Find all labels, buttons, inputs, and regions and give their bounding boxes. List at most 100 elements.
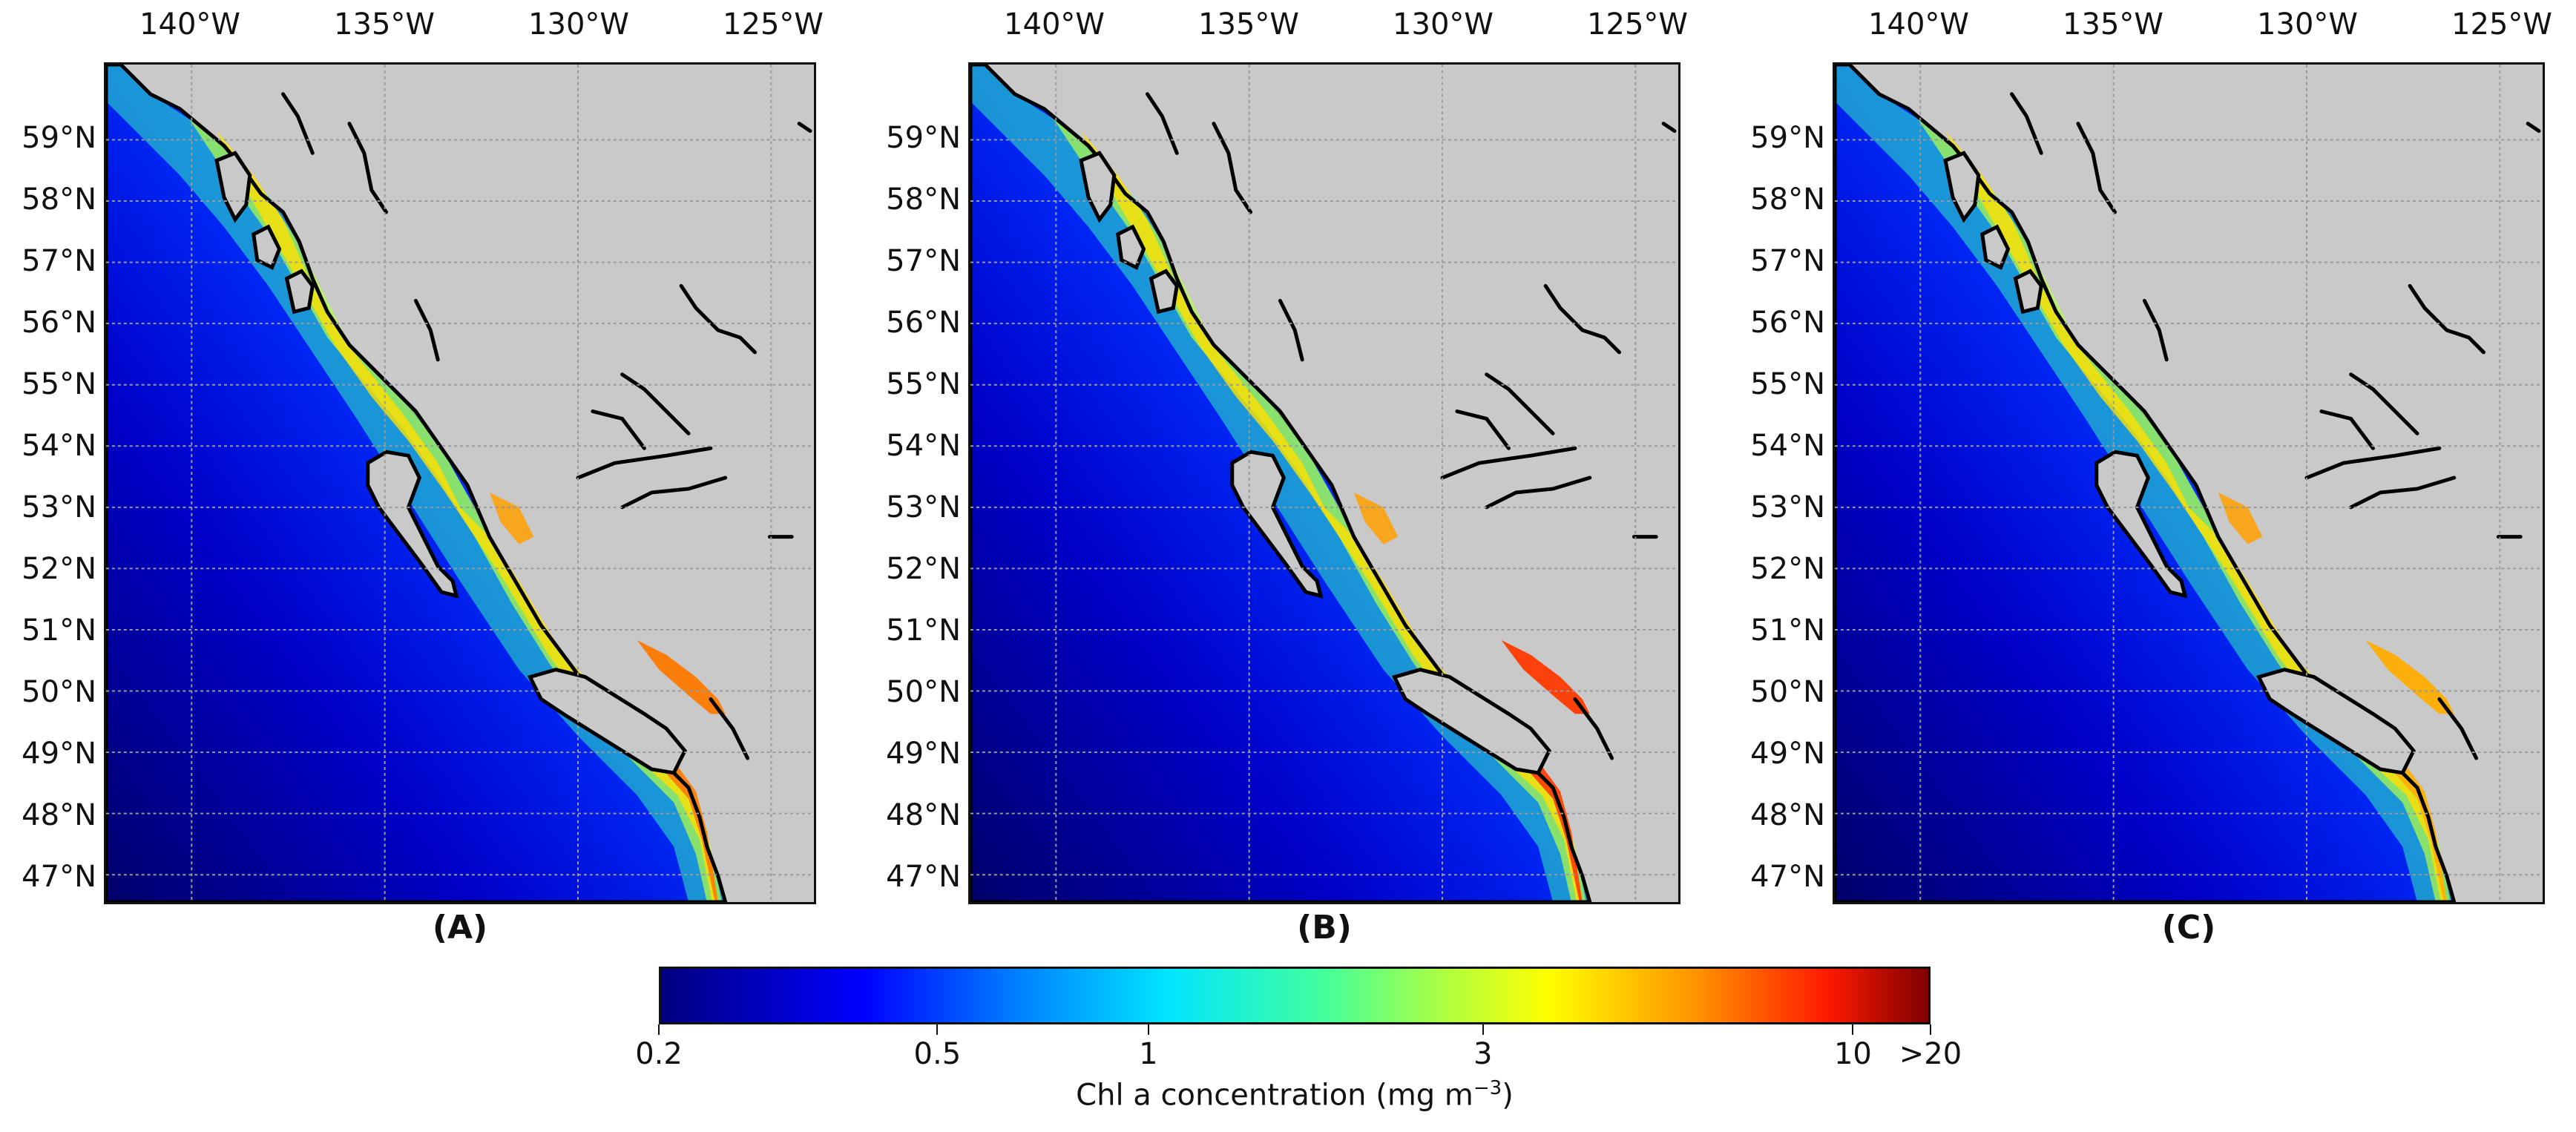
inland-coastline bbox=[1455, 409, 1511, 450]
latitude-tick-label: 49°N bbox=[1750, 737, 1825, 771]
island bbox=[1391, 668, 1552, 775]
chlorophyll-map bbox=[1835, 65, 2543, 902]
latitude-tick-label: 58°N bbox=[22, 182, 96, 217]
latitude-tick-label: 57°N bbox=[886, 244, 961, 278]
inland-coastline bbox=[2526, 122, 2541, 134]
colorbar-tick bbox=[1147, 1024, 1149, 1035]
latitude-tick-label: 54°N bbox=[1750, 429, 1825, 463]
inland-coastline bbox=[2349, 372, 2419, 435]
inland-coastline bbox=[1485, 475, 1592, 510]
colorbar-tick-label: 10 bbox=[1833, 1037, 1872, 1071]
latitude-tick-label: 48°N bbox=[886, 798, 961, 832]
island bbox=[527, 668, 688, 775]
longitude-tick-label: 140°W bbox=[1004, 7, 1105, 42]
longitude-tick-label: 125°W bbox=[1587, 7, 1688, 42]
coastline bbox=[970, 65, 1592, 902]
nearshore-bloom-band bbox=[1353, 492, 1399, 544]
colorbar-tick-label: >20 bbox=[1899, 1037, 1962, 1071]
inland-coastline bbox=[620, 475, 728, 510]
latitude-tick-label: 47°N bbox=[1750, 860, 1825, 894]
island bbox=[214, 151, 252, 223]
inland-coastline bbox=[413, 298, 440, 362]
latitude-tick-label: 57°N bbox=[1750, 244, 1825, 278]
inland-coastline bbox=[709, 697, 750, 760]
panel-label: (C) bbox=[2161, 909, 2216, 947]
latitude-tick-label: 58°N bbox=[1750, 182, 1825, 217]
colorbar-tick bbox=[1852, 1024, 1854, 1035]
coastline bbox=[106, 65, 728, 902]
nearshore-bloom-band bbox=[1501, 639, 1590, 714]
panel-label: (B) bbox=[1297, 909, 1352, 947]
island bbox=[366, 450, 459, 599]
longitude-tick-label: 130°W bbox=[2257, 7, 2358, 42]
latitude-tick-label: 49°N bbox=[886, 737, 961, 771]
colorbar-tick-label: 3 bbox=[1473, 1037, 1493, 1071]
panel-label: (A) bbox=[432, 909, 488, 947]
inland-coastline bbox=[797, 122, 812, 134]
latitude-tick-label: 52°N bbox=[22, 552, 96, 586]
nearshore-bloom-band bbox=[2365, 639, 2454, 714]
latitude-tick-label: 55°N bbox=[22, 367, 96, 401]
coastline bbox=[1835, 65, 2457, 902]
colorbar-tick bbox=[936, 1024, 939, 1035]
island bbox=[1943, 151, 1981, 223]
longitude-tick-label: 130°W bbox=[528, 7, 629, 42]
latitude-tick-label: 59°N bbox=[1750, 121, 1825, 155]
inland-coastline bbox=[1212, 122, 1253, 214]
latitude-tick-label: 50°N bbox=[22, 675, 96, 709]
latitude-tick-label: 53°N bbox=[22, 490, 96, 524]
inland-coastline bbox=[591, 409, 646, 450]
colorbar bbox=[659, 967, 1931, 1024]
longitude-tick-label: 135°W bbox=[2063, 7, 2163, 42]
inland-coastline bbox=[1440, 446, 1577, 480]
nearshore-bloom-band bbox=[637, 639, 726, 714]
longitude-tick-label: 140°W bbox=[1868, 7, 1969, 42]
chlorophyll-map bbox=[970, 65, 1678, 902]
latitude-tick-label: 59°N bbox=[886, 121, 961, 155]
inland-coastline bbox=[1543, 283, 1621, 355]
longitude-tick-label: 135°W bbox=[1198, 7, 1299, 42]
island bbox=[1149, 269, 1179, 315]
inland-coastline bbox=[2437, 697, 2479, 760]
inland-coastline bbox=[281, 92, 315, 155]
colorbar-tick-label: 0.5 bbox=[913, 1037, 962, 1071]
map-panel-b: 140°W 135°W 130°W 125°W 59°N 58°N 57°N 56°N 55°N… bbox=[864, 0, 1688, 979]
island bbox=[1116, 224, 1146, 270]
inland-coastline bbox=[2408, 283, 2485, 355]
latitude-tick-label: 58°N bbox=[886, 182, 961, 217]
island bbox=[284, 269, 315, 315]
map-panel-c: 140°W 135°W 130°W 125°W 59°N 58°N 57°N 56°N 55°N… bbox=[1729, 0, 2552, 979]
inland-coastline bbox=[2142, 298, 2169, 362]
map-frame bbox=[1833, 62, 2545, 904]
map-frame bbox=[104, 62, 816, 904]
inland-coastline bbox=[1146, 92, 1179, 155]
island bbox=[1230, 450, 1324, 599]
longitude-tick-label: 140°W bbox=[139, 7, 240, 42]
inland-coastline bbox=[2304, 446, 2442, 480]
latitude-tick-label: 49°N bbox=[22, 737, 96, 771]
latitude-tick-label: 52°N bbox=[886, 552, 961, 586]
inland-coastline bbox=[2076, 122, 2117, 214]
latitude-tick-label: 56°N bbox=[1750, 306, 1825, 340]
latitude-tick-label: 54°N bbox=[22, 429, 96, 463]
latitude-tick-label: 53°N bbox=[1750, 490, 1825, 524]
nearshore-bloom-band bbox=[489, 492, 534, 544]
latitude-tick-label: 52°N bbox=[1750, 552, 1825, 586]
colorbar-tick bbox=[1930, 1024, 1931, 1035]
inland-coastline bbox=[576, 446, 713, 480]
colorbar-tick-label: 0.2 bbox=[635, 1037, 683, 1071]
latitude-tick-label: 47°N bbox=[22, 860, 96, 894]
colorbar-tick-label: 1 bbox=[1139, 1037, 1158, 1071]
longitude-tick-label: 125°W bbox=[2451, 7, 2552, 42]
map-frame bbox=[968, 62, 1680, 904]
latitude-tick-label: 50°N bbox=[886, 675, 961, 709]
latitude-tick-label: 57°N bbox=[22, 244, 96, 278]
inland-coastline bbox=[1278, 298, 1304, 362]
latitude-tick-label: 56°N bbox=[22, 306, 96, 340]
latitude-tick-label: 50°N bbox=[1750, 675, 1825, 709]
island bbox=[252, 224, 282, 270]
latitude-tick-label: 48°N bbox=[1750, 798, 1825, 832]
inland-coastline bbox=[1661, 122, 1677, 134]
latitude-tick-label: 51°N bbox=[22, 613, 96, 648]
latitude-tick-label: 56°N bbox=[886, 306, 961, 340]
